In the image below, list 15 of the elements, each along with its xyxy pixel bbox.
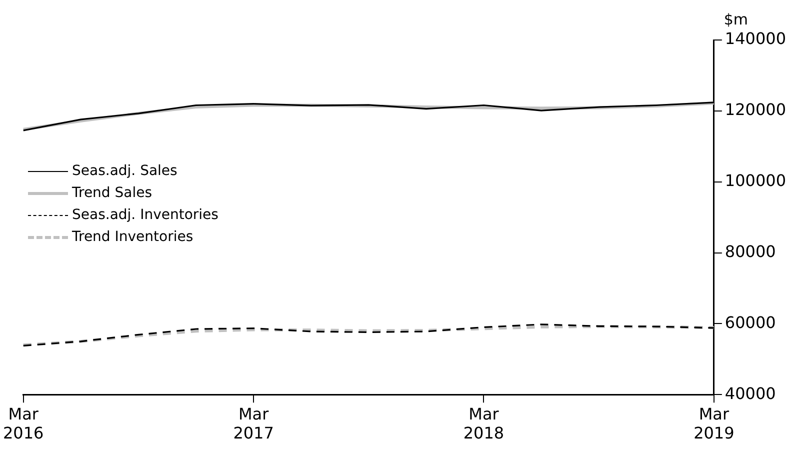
x-tick-label: Mar 2017	[233, 404, 274, 443]
y-axis-title: $m	[724, 10, 748, 28]
x-tick-label: Mar 2016	[3, 404, 44, 443]
y-tick-label: 140000	[724, 29, 786, 48]
legend-label: Seas.adj. Inventories	[72, 207, 218, 223]
legend-label: Trend Sales	[72, 185, 152, 201]
x-tick-label: Mar 2018	[463, 404, 504, 443]
y-tick-label: 80000	[724, 242, 776, 261]
legend-label: Seas.adj. Sales	[72, 163, 178, 179]
y-tick-label: 60000	[724, 312, 776, 332]
y-tick-label: 40000	[724, 384, 776, 403]
y-tick-label: 100000	[724, 170, 786, 190]
x-tick-label: Mar 2019	[694, 404, 734, 443]
legend-label: Trend Inventories	[72, 229, 194, 245]
y-tick-label: 120000	[724, 100, 786, 120]
